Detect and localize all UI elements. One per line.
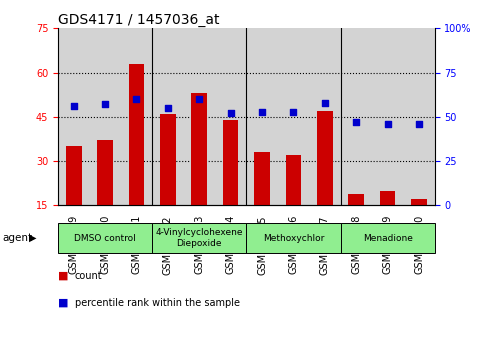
Point [164,105,172,111]
Text: 4-Vinylcyclohexene
Diepoxide: 4-Vinylcyclohexene Diepoxide [156,228,243,248]
Bar [285,155,301,205]
Point [101,102,109,107]
Point [384,121,392,127]
Bar [66,146,82,205]
Bar [223,120,239,205]
Text: count: count [75,271,102,281]
Point [195,96,203,102]
Text: Methoxychlor: Methoxychlor [263,234,324,242]
Point [133,96,141,102]
FancyBboxPatch shape [58,223,152,253]
Bar [254,152,270,205]
Point [258,109,266,114]
Text: DMSO control: DMSO control [74,234,136,242]
Bar [317,111,333,205]
Text: ■: ■ [58,298,69,308]
Text: percentile rank within the sample: percentile rank within the sample [75,298,240,308]
Bar [191,93,207,205]
Text: agent: agent [2,233,32,243]
Text: ■: ■ [58,271,69,281]
Bar [348,194,364,205]
Bar [411,199,427,205]
Text: Menadione: Menadione [363,234,412,242]
FancyBboxPatch shape [341,223,435,253]
FancyBboxPatch shape [246,223,341,253]
Bar [160,114,176,205]
Point [290,109,298,114]
Bar [128,64,144,205]
Point [321,100,328,105]
Bar [380,190,396,205]
Point [70,103,78,109]
Bar [97,141,113,205]
Text: ▶: ▶ [29,233,37,243]
Point [227,110,235,116]
Text: GDS4171 / 1457036_at: GDS4171 / 1457036_at [58,13,219,27]
Point [353,119,360,125]
Point [415,121,423,127]
FancyBboxPatch shape [152,223,246,253]
